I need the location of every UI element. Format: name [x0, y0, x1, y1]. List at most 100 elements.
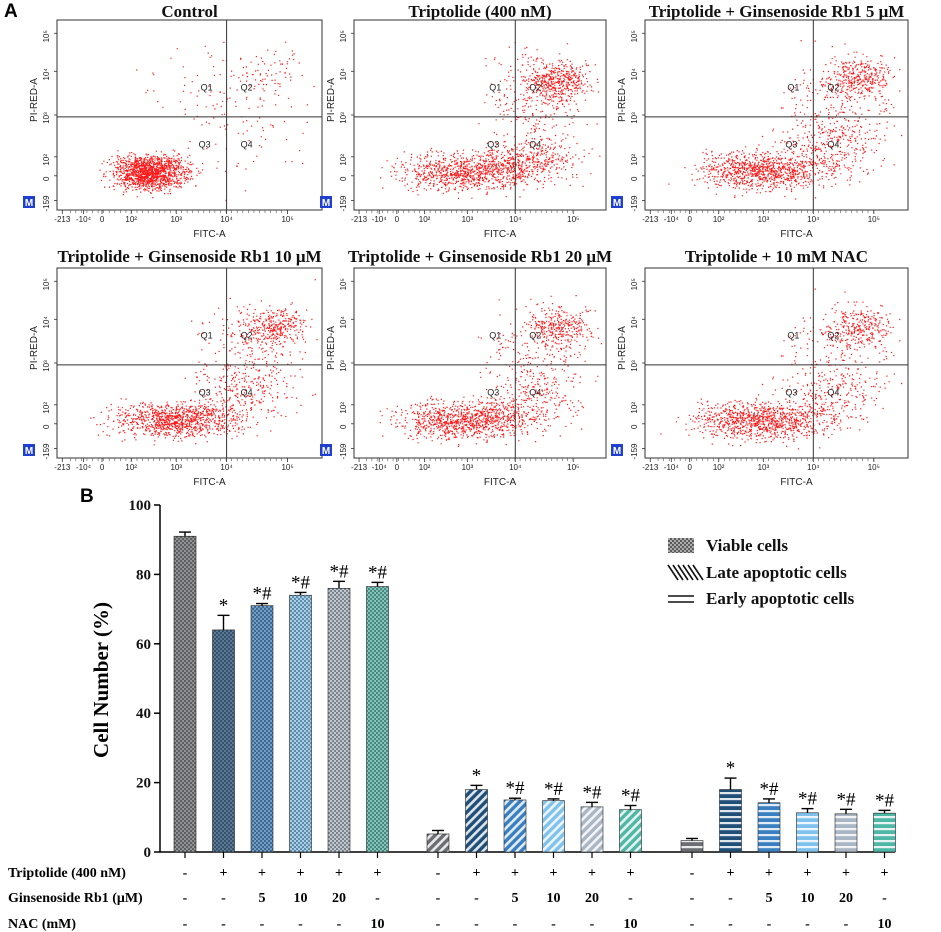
y-axis-label: PI-RED-A — [326, 326, 337, 370]
y-tick-label: 100 — [129, 498, 152, 514]
marker-label: M — [613, 198, 621, 209]
y-axis-label: PI-RED-A — [617, 78, 628, 122]
x-tick-label: -213 — [642, 215, 659, 224]
x-tick-label: -10⁴ — [664, 215, 680, 224]
bar-pattern — [366, 586, 389, 853]
condition-value: 10 — [547, 891, 561, 906]
significance-label: * — [472, 765, 482, 786]
x-tick-label: 10² — [125, 215, 137, 224]
condition-value: - — [436, 917, 441, 932]
bar-pattern — [426, 833, 450, 853]
condition-value: - — [474, 917, 479, 932]
y-tick-label: 20 — [136, 776, 151, 792]
condition-value: - — [436, 891, 441, 906]
bar-pattern — [796, 812, 819, 853]
y-tick-label: 10⁴ — [339, 68, 348, 81]
condition-value: + — [511, 866, 519, 881]
legend-label: Viable cells — [706, 536, 788, 555]
significance-label: *# — [583, 782, 603, 803]
condition-value: - — [690, 891, 695, 906]
x-tick-label: 10⁵ — [281, 463, 293, 472]
condition-value: - — [221, 917, 226, 932]
significance-label: *# — [253, 584, 273, 605]
x-tick-label: -10⁴ — [76, 463, 92, 472]
x-tick-label: 10⁵ — [567, 463, 579, 472]
legend-swatch-fill — [668, 538, 694, 553]
condition-value: + — [881, 866, 889, 881]
marker-label: M — [25, 446, 33, 457]
quadrant-label: Q3 — [487, 387, 499, 397]
condition-value: + — [588, 866, 596, 881]
quadrant-label: Q4 — [827, 139, 839, 149]
scatter-dots — [99, 41, 315, 201]
plot-frame — [353, 19, 607, 211]
y-tick-label: -159 — [630, 195, 639, 212]
condition-value: - — [690, 917, 695, 932]
plot-frame — [644, 19, 909, 211]
x-tick-label: 10⁵ — [868, 215, 880, 224]
legend-swatch — [668, 591, 694, 606]
bar-pattern — [212, 629, 235, 853]
x-tick-label: 10⁴ — [220, 215, 233, 224]
marker-box — [611, 444, 623, 456]
scatter-points — [90, 279, 318, 446]
plot-frame — [353, 267, 607, 459]
y-tick-label: 10³ — [630, 360, 639, 372]
flow-plot: Triptolide + 10 mM NAC Q1 Q2 Q3 Q4 -213 -10⁴ 0 1… — [611, 247, 909, 488]
y-tick-label: -159 — [630, 443, 639, 460]
significance-label: *# — [506, 778, 526, 799]
x-tick-label: 10³ — [170, 463, 182, 472]
condition-value: + — [220, 866, 228, 881]
y-tick-label: 10² — [630, 154, 639, 166]
x-tick-label: 10³ — [758, 463, 770, 472]
y-tick-label: 10⁴ — [630, 316, 639, 329]
condition-value: 10 — [294, 891, 308, 906]
scatter-points — [99, 41, 315, 201]
x-tick-label: 10³ — [462, 215, 474, 224]
condition-value: 20 — [839, 891, 853, 906]
scatter-dots — [380, 41, 601, 200]
y-axis-label: PI-RED-A — [617, 326, 628, 370]
y-tick-label: 0 — [42, 424, 51, 429]
condition-value: - — [728, 917, 733, 932]
y-tick-label: 10⁵ — [630, 278, 639, 290]
x-tick-label: 0 — [395, 463, 400, 472]
y-tick-label: 10⁵ — [42, 30, 51, 42]
bar-pattern — [289, 594, 312, 853]
x-minor-ticks — [70, 210, 288, 213]
condition-value: - — [183, 917, 188, 932]
condition-value: 20 — [332, 891, 346, 906]
marker-box — [320, 444, 332, 456]
flow-plot: Triptolide + Ginsenoside Rb1 20 μM Q1 Q2 Q3… — [320, 247, 612, 488]
condition-value: - — [183, 866, 188, 881]
scatter-points — [668, 40, 903, 200]
x-minor-ticks — [366, 210, 574, 213]
x-tick-label: -10⁴ — [76, 215, 92, 224]
significance-label: *# — [798, 789, 818, 810]
marker-label: M — [322, 446, 330, 457]
condition-value: + — [727, 866, 735, 881]
condition-value: + — [550, 866, 558, 881]
condition-value: - — [767, 917, 772, 932]
condition-value: - — [728, 891, 733, 906]
x-axis-label: FITC-A — [780, 477, 813, 488]
marker-label: M — [322, 198, 330, 209]
condition-value: - — [551, 917, 556, 932]
x-tick-label: 10⁵ — [281, 215, 293, 224]
legend-swatch-lines — [667, 564, 704, 581]
y-tick-label: 0 — [630, 424, 639, 429]
bar-chart: 0 20 40 60 80 100 Cell Number (%) - - - * + - - *# +5 - *… — [8, 498, 896, 932]
condition-value: + — [335, 866, 343, 881]
y-tick-label: 10⁵ — [42, 278, 51, 290]
y-tick-label: 10³ — [339, 360, 348, 372]
quadrant-label: Q4 — [827, 387, 839, 397]
marker-box — [320, 196, 332, 208]
condition-value: - — [690, 866, 695, 881]
quadrant-label: Q2 — [827, 330, 839, 340]
y-tick-label: 0 — [42, 176, 51, 181]
y-tick-label: 0 — [339, 176, 348, 181]
x-tick-label: -10⁴ — [664, 463, 680, 472]
y-tick-label: 10⁵ — [339, 30, 348, 42]
legend-label: Late apoptotic cells — [706, 563, 847, 582]
